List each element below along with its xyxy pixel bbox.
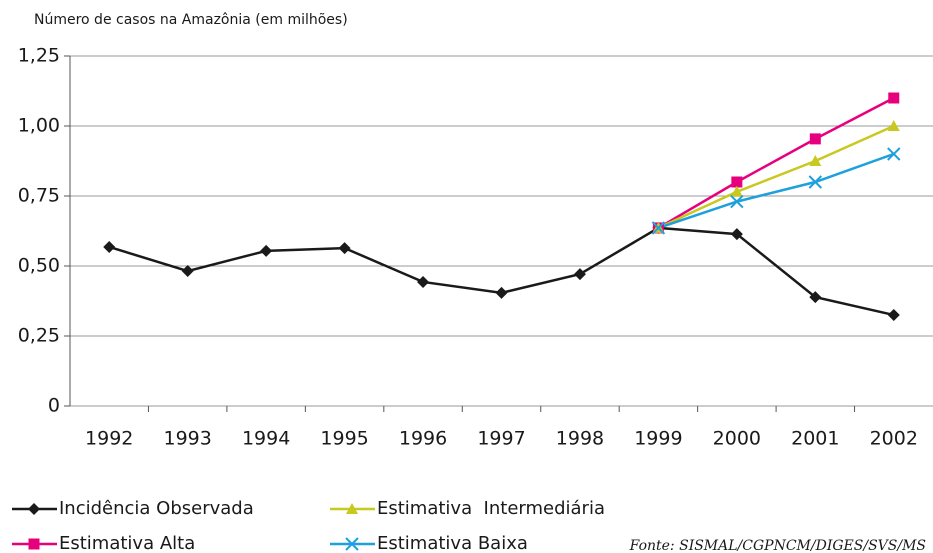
marker — [730, 194, 744, 209]
marker — [887, 309, 900, 321]
y-tick-label: 0,25 — [18, 325, 60, 347]
marker — [103, 240, 116, 253]
marker — [338, 242, 351, 255]
marker — [888, 92, 900, 104]
legend-label: Estimativa Baixa — [377, 533, 528, 553]
y-tick-label: 0 — [48, 395, 60, 417]
y-tick-label: 0,75 — [18, 185, 60, 207]
x-tick-label: 2002 — [870, 428, 918, 450]
x-tick-label: 1997 — [477, 428, 525, 450]
marker — [730, 185, 743, 197]
x-tick-label: 1998 — [556, 428, 604, 450]
series-line — [657, 96, 895, 229]
legend-marker — [28, 503, 40, 515]
legend-marker — [345, 537, 359, 551]
marker — [887, 120, 900, 131]
legend-label: Estimativa Alta — [59, 533, 195, 553]
x-tick-label: 1999 — [634, 428, 682, 450]
series-line — [658, 152, 895, 230]
x-tick-label: 2000 — [713, 428, 761, 450]
marker — [808, 175, 823, 189]
marker — [887, 147, 901, 161]
x-tick-label: 1995 — [320, 428, 368, 450]
y-tick-label: 1,00 — [18, 115, 60, 137]
series-line — [657, 124, 895, 230]
legend-label: Incidência Observada — [59, 498, 254, 519]
marker — [809, 291, 822, 304]
legend-marker — [28, 538, 40, 550]
marker — [731, 176, 743, 188]
y-tick-label: 0,50 — [18, 255, 60, 277]
marker — [651, 221, 666, 235]
series-line — [108, 226, 895, 317]
x-tick-label: 1994 — [242, 428, 290, 450]
marker — [495, 286, 508, 299]
y-axis-label: Número de casos na Amazônia (em milhões) — [34, 12, 348, 28]
marker — [181, 265, 194, 278]
y-tick-label: 1,25 — [18, 45, 60, 67]
source-note: Fonte: SISMAL/CGPNCM/DIGES/SVS/MS — [629, 538, 926, 553]
marker — [809, 155, 822, 166]
legend-marker — [346, 503, 358, 514]
x-tick-label: 1993 — [164, 428, 212, 450]
x-tick-label: 2001 — [791, 428, 839, 450]
legend-label: Estimativa Intermediária — [377, 498, 605, 519]
marker — [417, 275, 430, 288]
x-tick-label: 1992 — [85, 428, 133, 450]
marker — [730, 228, 743, 241]
marker — [573, 268, 586, 281]
x-tick-label: 1996 — [399, 428, 447, 450]
marker — [260, 244, 273, 257]
marker — [809, 133, 821, 145]
